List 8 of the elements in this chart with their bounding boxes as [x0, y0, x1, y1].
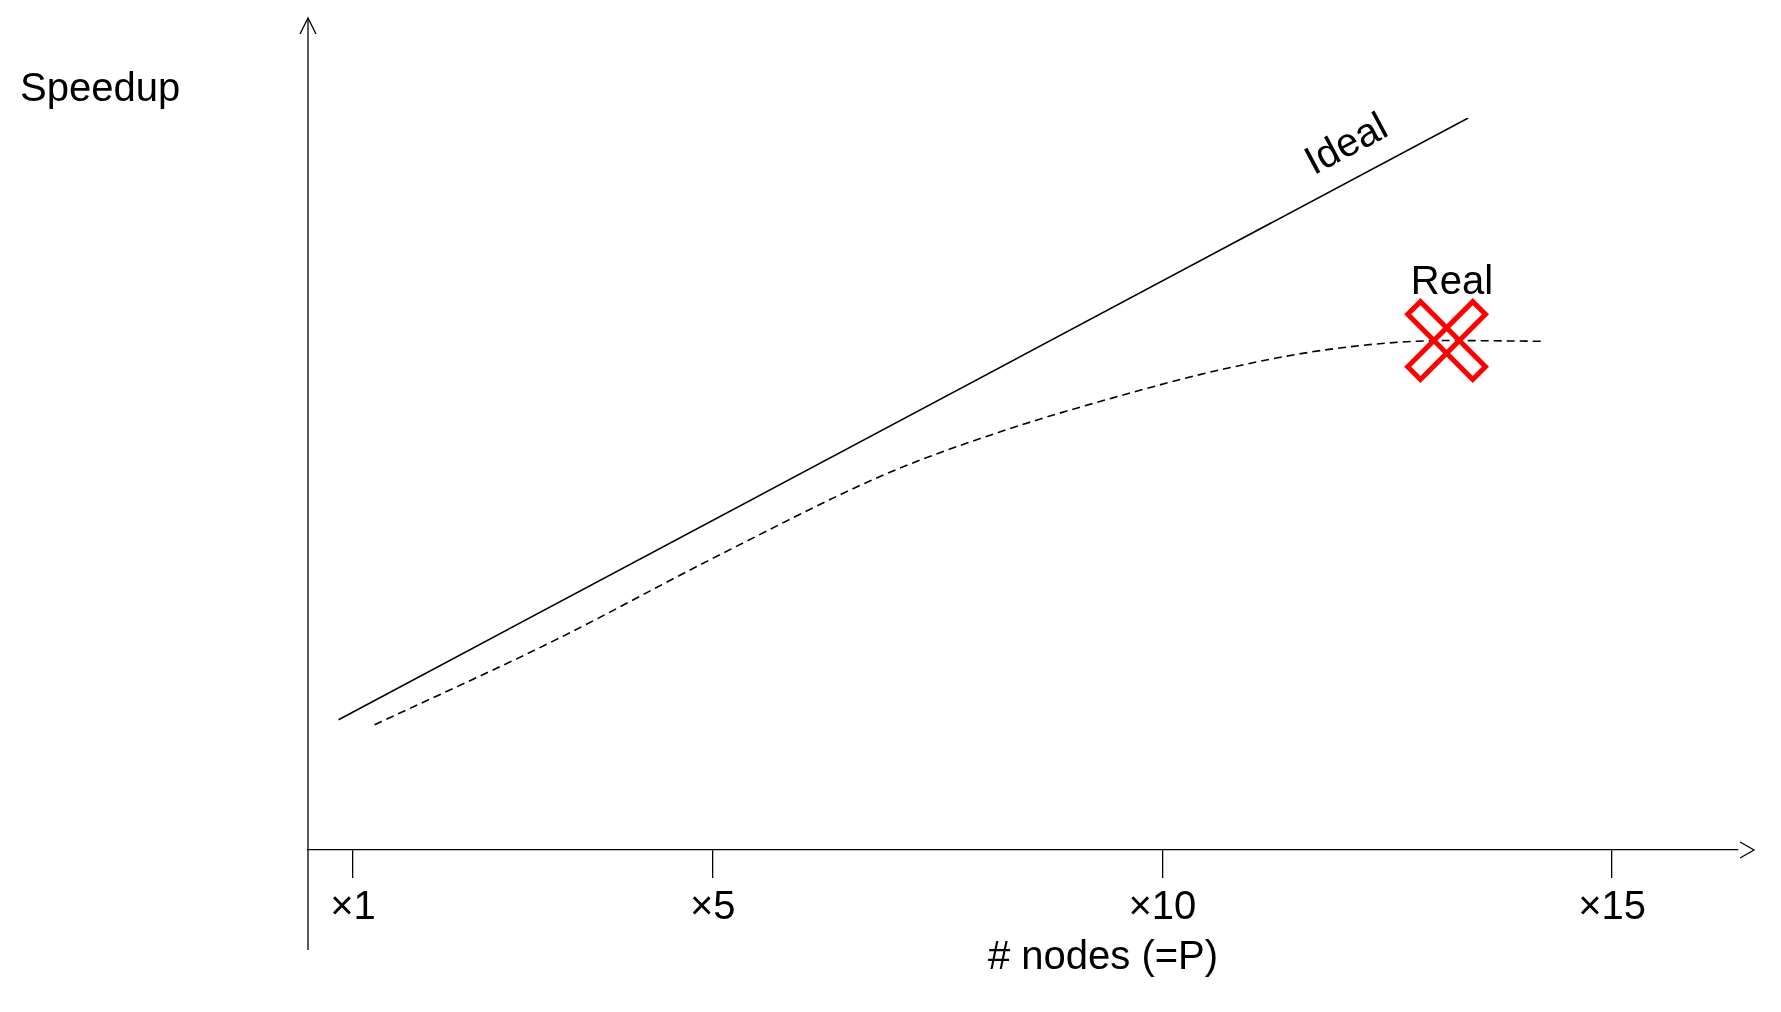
x-tick-label: ×15: [1578, 883, 1647, 928]
text: Ideal: [1296, 102, 1395, 183]
x-tick-label: ×5: [689, 883, 736, 928]
series-label: Real: [1410, 258, 1494, 303]
y-axis-title: Speedup: [20, 65, 181, 110]
x-tick-label: ×10: [1128, 883, 1197, 928]
x-axis-title: # nodes (=P): [987, 933, 1219, 978]
x-tick-label: ×1: [330, 883, 376, 928]
